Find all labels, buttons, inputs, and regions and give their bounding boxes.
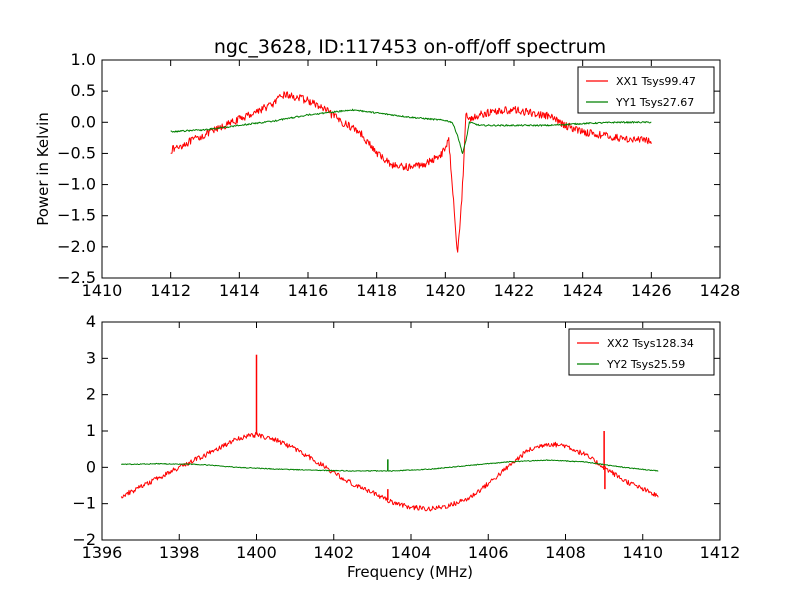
y-tick-label: −2.0 bbox=[57, 237, 96, 256]
x-tick-label: 1426 bbox=[631, 281, 672, 300]
series-line-2-2 bbox=[120, 459, 659, 472]
y-tick-label: −2 bbox=[72, 530, 96, 549]
x-tick-label: 1404 bbox=[391, 543, 432, 562]
x-tick-label: 1424 bbox=[562, 281, 603, 300]
y-tick-label: 2 bbox=[86, 385, 96, 404]
legend-box bbox=[568, 328, 715, 376]
legend-box bbox=[577, 66, 715, 114]
y-axis-label: Power in Kelvin bbox=[34, 112, 52, 226]
chart-title: ngc_3628, ID:117453 on-off/off spectrum bbox=[214, 36, 606, 58]
x-tick-label: 1420 bbox=[425, 281, 466, 300]
top-spectrum-panel: 1410 1412 1414 1416 1418 1420 1422 1424 1426 1428… bbox=[57, 50, 740, 300]
x-tick-label: 1398 bbox=[159, 543, 200, 562]
plot-frame bbox=[101, 59, 721, 279]
y-tick-label: −1.0 bbox=[57, 175, 96, 194]
y-tick-label: −2.5 bbox=[57, 268, 96, 287]
x-tick-label: 1414 bbox=[219, 281, 260, 300]
x-tick-label: 1418 bbox=[356, 281, 397, 300]
x-tick-label: 1410 bbox=[82, 281, 123, 300]
legend-label: YY2 Tsys25.59 bbox=[606, 358, 685, 371]
y-tick-label: −1.5 bbox=[57, 206, 96, 225]
y-tick-label: 4 bbox=[86, 312, 96, 331]
legend-label: XX2 Tsys128.34 bbox=[607, 337, 694, 350]
y-tick-label: 0.0 bbox=[71, 112, 96, 131]
x-tick-label: 1412 bbox=[150, 281, 191, 300]
x-tick-label: 1406 bbox=[468, 543, 509, 562]
x-tick-label: 1408 bbox=[545, 543, 586, 562]
y-tick-label: 3 bbox=[86, 348, 96, 367]
legend-label: XX1 Tsys99.47 bbox=[616, 75, 696, 88]
y-tick-label: 0 bbox=[86, 457, 96, 476]
y-tick-label: −0.5 bbox=[57, 143, 96, 162]
x-tick-label: 1412 bbox=[700, 543, 741, 562]
bottom-spectrum-panel: 1396 1398 1400 1402 1404 1406 1408 1410 1412−2−1… bbox=[72, 312, 740, 562]
x-tick-label: 1416 bbox=[288, 281, 329, 300]
legend-label: YY1 Tsys27.67 bbox=[615, 96, 694, 109]
y-tick-label: 0.5 bbox=[71, 81, 96, 100]
y-tick-label: −1 bbox=[72, 494, 96, 513]
x-tick-label: 1400 bbox=[236, 543, 277, 562]
series-line-2-1 bbox=[120, 431, 659, 512]
x-tick-label: 1396 bbox=[82, 543, 123, 562]
x-tick-label: 1410 bbox=[622, 543, 663, 562]
x-axis-label: Frequency (MHz) bbox=[347, 563, 473, 581]
x-tick-label: 1422 bbox=[494, 281, 535, 300]
legend: XX2 Tsys128.34 YY2 Tsys25.59 bbox=[568, 328, 715, 376]
y-tick-label: 1 bbox=[86, 421, 96, 440]
series-line-1-2 bbox=[170, 108, 652, 154]
legend: XX1 Tsys99.47 YY1 Tsys27.67 bbox=[577, 66, 715, 114]
x-tick-label: 1402 bbox=[313, 543, 354, 562]
series-line-1-1 bbox=[170, 91, 652, 253]
y-tick-label: 1.0 bbox=[71, 50, 96, 69]
x-tick-label: 1428 bbox=[700, 281, 741, 300]
